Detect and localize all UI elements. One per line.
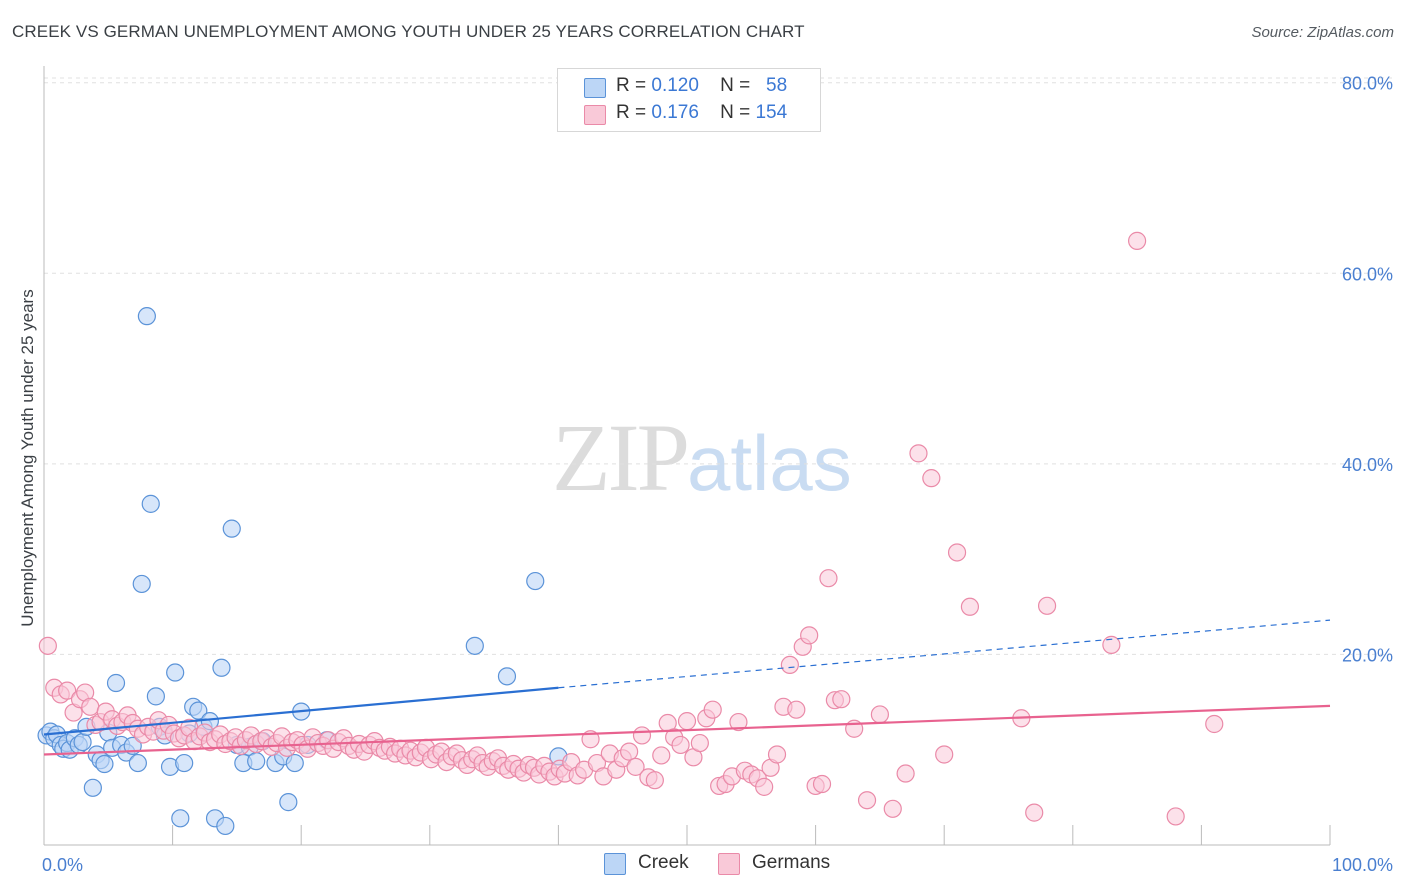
creek-point (95, 754, 114, 774)
german-point (960, 597, 980, 616)
german-point (922, 469, 941, 488)
german-point (671, 735, 690, 755)
creek-point (141, 494, 160, 513)
creek-n-value: 58 (766, 75, 788, 96)
german-point (81, 697, 100, 716)
y-tick-label: 80.0% (1342, 74, 1393, 94)
creek-trend-extension (558, 619, 1331, 689)
axes (43, 66, 1331, 846)
creek-legend-label: Creek (638, 852, 689, 873)
germans-n-label: N = (720, 102, 751, 123)
german-point (787, 700, 806, 719)
germans-swatch (584, 105, 606, 125)
creek-point (83, 778, 102, 797)
german-point (677, 712, 697, 731)
germans-r-value: 0.176 (651, 102, 699, 123)
y-tick-label: 20.0% (1342, 645, 1393, 665)
creek-swatch (584, 78, 606, 98)
german-point (1037, 596, 1057, 615)
german-point (1102, 635, 1121, 654)
german-point (819, 569, 838, 588)
creek-point (497, 667, 517, 686)
german-point (883, 799, 902, 818)
creek-r-value: 0.120 (651, 75, 699, 96)
legend-germans-text: R = 0.176 N = 154 (616, 102, 787, 124)
tick-labels: 20.0% 40.0% 60.0% 80.0% 0.0% 100.0% (42, 74, 1393, 875)
creek-r-label: R = (616, 75, 647, 96)
german-point (767, 745, 787, 764)
german-points (38, 231, 1224, 826)
source-credit: Source: ZipAtlas.com (1251, 24, 1394, 41)
creek-point (222, 519, 241, 538)
creek-point (189, 701, 208, 720)
creek-point (73, 732, 92, 752)
german-point (896, 764, 915, 783)
german-point (935, 745, 954, 764)
creek-point (132, 574, 151, 594)
german-point (909, 444, 928, 463)
german-point (632, 726, 652, 745)
x-tick-label-min: 0.0% (42, 855, 83, 875)
german-point (812, 774, 832, 794)
creek-n-label: N = (720, 75, 751, 96)
germans-r-label: R = (616, 102, 647, 123)
creek-trend-line (43, 686, 559, 736)
german-point (755, 777, 774, 796)
germans-legend-label: Germans (752, 852, 831, 873)
creek-point (247, 752, 266, 771)
german-point (800, 626, 819, 645)
creek-point (285, 753, 304, 773)
german-point (1025, 803, 1044, 822)
creek-legend-swatch (604, 853, 626, 875)
german-point (947, 543, 967, 562)
german-point (58, 681, 77, 700)
creek-point (216, 816, 235, 836)
creek-point (465, 636, 484, 655)
german-point (38, 636, 57, 655)
german-point (1166, 807, 1185, 826)
german-point (832, 690, 851, 709)
creek-point (146, 687, 165, 706)
german-point (857, 791, 877, 810)
chart-title: CREEK VS GERMAN UNEMPLOYMENT AMONG YOUTH… (12, 22, 805, 41)
german-point (780, 655, 799, 675)
grid-lines (44, 77, 1394, 655)
creek-point (128, 753, 147, 773)
y-tick-label: 60.0% (1342, 264, 1393, 284)
german-point (645, 771, 664, 790)
german-point (729, 712, 748, 732)
german-point (690, 733, 709, 753)
german-point (870, 705, 890, 724)
german-point (1205, 714, 1224, 734)
creek-point (166, 663, 185, 682)
watermark-zip: ZIP (552, 404, 690, 511)
creek-point (279, 793, 298, 812)
stats-legend: R = 0.120 N = 58 R = 0.176 N = 154 (557, 68, 821, 132)
trend-lines (43, 619, 1331, 756)
german-point (1127, 231, 1147, 250)
creek-point (175, 753, 194, 773)
y-tick-label: 40.0% (1342, 455, 1393, 475)
germans-n-value: 154 (755, 102, 788, 123)
creek-point (212, 658, 231, 677)
german-point (652, 746, 671, 765)
zipatlas-watermark: ZIPatlas (552, 402, 852, 513)
creek-point (526, 571, 545, 591)
creek-point (171, 809, 190, 828)
x-tick-label-max: 100.0% (1332, 855, 1393, 875)
creek-point (106, 673, 126, 693)
creek-point (137, 307, 156, 326)
germans-trend-line (43, 704, 1331, 756)
watermark-atlas: atlas (687, 419, 852, 507)
germans-legend-swatch (718, 853, 740, 875)
german-point (620, 742, 639, 761)
german-point (703, 700, 722, 719)
german-point (626, 757, 645, 776)
legend-creek-text: R = 0.120 N = 58 (616, 75, 787, 97)
